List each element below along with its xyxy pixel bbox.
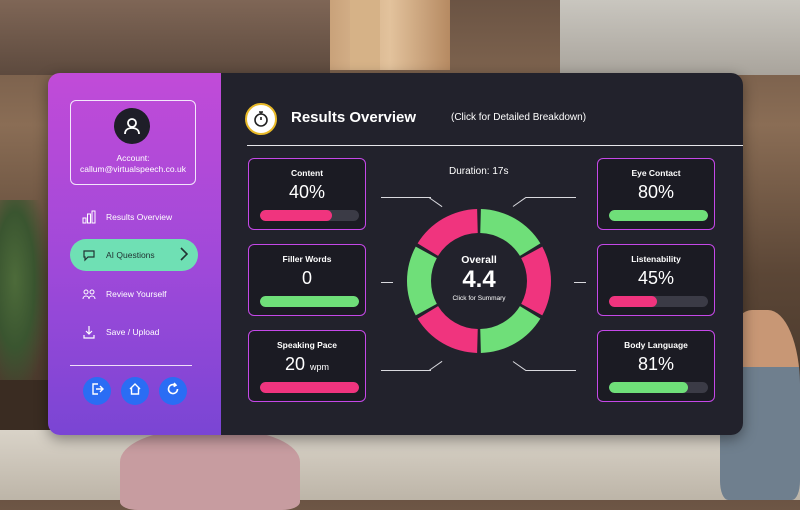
metric-bar-fill xyxy=(609,296,657,307)
overall-score: Overall 4.4 Click for Summary xyxy=(407,254,551,302)
chat-bubble-icon xyxy=(80,246,98,264)
sidebar-item-label: Review Yourself xyxy=(106,289,167,299)
exit-icon xyxy=(90,382,104,401)
donut-segment xyxy=(417,306,478,353)
connector-line xyxy=(381,282,393,283)
metric-card-body-language[interactable]: Body Language 81% xyxy=(597,330,715,402)
background-window xyxy=(560,0,800,75)
metric-card-speaking-pace[interactable]: Speaking Pace 20 wpm xyxy=(248,330,366,402)
connector-line xyxy=(381,197,431,198)
overall-score-donut[interactable]: Overall 4.4 Click for Summary xyxy=(407,204,551,358)
sidebar-item-ai-questions[interactable]: AI Questions xyxy=(70,239,198,271)
metric-label: Listenability xyxy=(631,254,681,264)
page-title[interactable]: Results Overview xyxy=(291,109,417,126)
user-avatar-icon xyxy=(114,108,150,144)
restart-button[interactable] xyxy=(159,377,187,405)
restart-icon xyxy=(166,381,180,401)
sidebar-item-label: Results Overview xyxy=(106,212,173,222)
metric-card-eye-contact[interactable]: Eye Contact 80% xyxy=(597,158,715,230)
connector-line xyxy=(381,370,431,371)
metric-card-filler-words[interactable]: Filler Words 0 xyxy=(248,244,366,316)
download-icon xyxy=(80,323,98,341)
main-content: Results Overview (Click for Detailed Bre… xyxy=(221,73,743,435)
metric-label: Content xyxy=(290,168,324,178)
metric-value: 45% xyxy=(637,268,675,288)
sidebar: Account: callum@virtualspeech.co.uk Resu… xyxy=(48,73,221,435)
account-label: Account: xyxy=(116,153,150,163)
header-divider xyxy=(247,145,743,146)
review-icon xyxy=(80,285,98,303)
metric-card-listenability[interactable]: Listenability 45% xyxy=(597,244,715,316)
metric-label: Filler Words xyxy=(282,254,332,264)
metric-value: 40% xyxy=(288,182,326,202)
metric-bar xyxy=(609,382,708,393)
donut-segment xyxy=(417,209,478,256)
metric-bar xyxy=(260,382,359,393)
stopwatch-icon xyxy=(245,103,277,135)
results-panel: Account: callum@virtualspeech.co.uk Resu… xyxy=(48,73,743,435)
account-email: callum@virtualspeech.co.uk xyxy=(80,164,186,174)
overall-label: Overall xyxy=(461,254,497,266)
overall-value: 4.4 xyxy=(462,266,496,293)
page-subtitle: (Click for Detailed Breakdown) xyxy=(451,112,587,123)
metric-value: 81% xyxy=(637,354,675,374)
background-beam-highlight xyxy=(350,0,380,70)
sidebar-item-label: Save / Upload xyxy=(106,327,160,337)
background-plant xyxy=(0,200,50,400)
metric-label: Eye Contact xyxy=(631,168,681,178)
home-icon xyxy=(128,382,142,401)
metric-bar-fill xyxy=(260,210,333,221)
connector-line xyxy=(526,370,576,371)
connector-line xyxy=(526,197,576,198)
metric-bar-fill xyxy=(260,296,359,307)
sidebar-item-review-yourself[interactable]: Review Yourself xyxy=(70,278,198,310)
home-button[interactable] xyxy=(121,377,149,405)
sidebar-item-label: AI Questions xyxy=(106,250,155,260)
metric-card-content[interactable]: Content 40% xyxy=(248,158,366,230)
account-card[interactable]: Account: callum@virtualspeech.co.uk xyxy=(70,100,196,185)
donut-chart xyxy=(407,209,551,353)
connector-line xyxy=(428,360,443,371)
background-person xyxy=(120,430,300,510)
background-beam xyxy=(330,0,450,70)
donut-segment xyxy=(521,246,551,316)
connector-line xyxy=(574,282,586,283)
exit-button[interactable] xyxy=(83,377,111,405)
metric-bar xyxy=(609,296,708,307)
metric-bar-fill xyxy=(609,210,708,221)
donut-segment xyxy=(480,306,541,353)
metric-label: Body Language xyxy=(624,340,688,350)
sidebar-divider xyxy=(70,365,192,366)
bar-chart-icon xyxy=(80,208,98,226)
sidebar-item-save-upload[interactable]: Save / Upload xyxy=(70,316,198,348)
metric-label: Speaking Pace xyxy=(276,340,337,350)
metric-value: 0 xyxy=(301,268,312,288)
background-wall xyxy=(0,0,330,75)
duration-label: Duration: 17s xyxy=(449,166,509,177)
overall-hint: Click for Summary xyxy=(452,295,506,302)
metric-bar-fill xyxy=(260,382,359,393)
metric-bar xyxy=(260,296,359,307)
donut-segment xyxy=(480,209,541,256)
metric-value: 80% xyxy=(637,182,675,202)
sidebar-item-results-overview[interactable]: Results Overview xyxy=(70,201,198,233)
metric-bar xyxy=(260,210,359,221)
metric-bar xyxy=(609,210,708,221)
chevron-right-icon xyxy=(180,247,189,263)
donut-segment xyxy=(407,246,437,316)
connector-line xyxy=(512,361,527,372)
account-info: Account: callum@virtualspeech.co.uk xyxy=(71,153,195,175)
metric-value: 20 wpm xyxy=(284,354,330,374)
metric-bar-fill xyxy=(609,382,689,393)
